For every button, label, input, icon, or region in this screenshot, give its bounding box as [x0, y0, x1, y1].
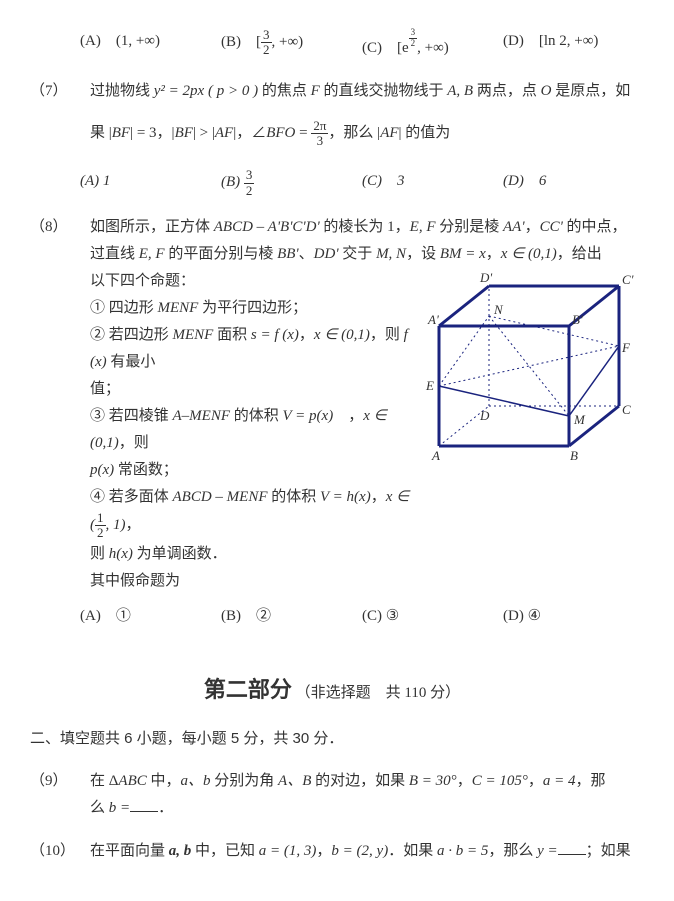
option-D: (D) [ln 2, +∞): [503, 28, 634, 62]
svg-text:E: E: [425, 378, 434, 393]
svg-text:A: A: [431, 448, 440, 463]
svg-text:N: N: [493, 302, 504, 317]
svg-text:D: D: [479, 408, 490, 423]
question-number: （7）: [30, 78, 90, 105]
q7-option-A: (A) 1: [80, 168, 211, 198]
question-7: （7） 过抛物线 y² = 2px ( p > 0 ) 的焦点 F 的直线交抛物…: [30, 78, 634, 198]
q8-option-D: (D) ④: [503, 603, 634, 630]
question-number: （9）: [30, 768, 90, 795]
q7-option-D: (D) 6: [503, 168, 634, 198]
svg-text:B': B': [572, 312, 583, 327]
question-10: （10） 在平面向量 a, b 中，已知 a = (1, 3)，b = (2, …: [30, 838, 634, 865]
question-9: （9） 在 ΔABC 中，a、b 分别为角 A、B 的对边，如果 B = 30°…: [30, 768, 634, 822]
option-B: (B) [32, +∞): [221, 28, 352, 62]
q7-option-C: (C) 3: [362, 168, 493, 198]
svg-text:M: M: [573, 412, 586, 427]
svg-text:C': C': [622, 272, 634, 287]
question-number: （8）: [30, 214, 90, 241]
svg-text:A': A': [427, 312, 439, 327]
fill-blank-header: 二、填空题共 6 小题，每小题 5 分，共 30 分．: [30, 725, 634, 752]
svg-text:C: C: [622, 402, 631, 417]
blank-field: [130, 796, 158, 812]
question-8: （8） 如图所示，正方体 ABCD – A'B'C'D' 的棱长为 1，E, F…: [30, 214, 634, 630]
svg-text:F: F: [621, 340, 631, 355]
cube-svg: A B C D A' B' C' D' E F M N: [424, 268, 634, 468]
prev-question-options: (A) (1, +∞) (B) [32, +∞) (C) [e32, +∞) (…: [80, 28, 634, 62]
option-C: (C) [e32, +∞): [362, 28, 493, 62]
q8-option-A: (A) ①: [80, 603, 211, 630]
svg-text:D': D': [479, 270, 492, 285]
q7-option-B: (B) 32: [221, 168, 352, 198]
q8-option-C: (C) ③: [362, 603, 493, 630]
option-A: (A) (1, +∞): [80, 28, 211, 62]
blank-field: [558, 839, 586, 855]
question-number: （10）: [30, 838, 90, 865]
cube-figure: A B C D A' B' C' D' E F M N: [424, 268, 634, 478]
svg-text:B: B: [570, 448, 578, 463]
section-2-title: 第二部分 （非选择题 共 110 分）: [30, 670, 634, 710]
q8-option-B: (B) ②: [221, 603, 352, 630]
